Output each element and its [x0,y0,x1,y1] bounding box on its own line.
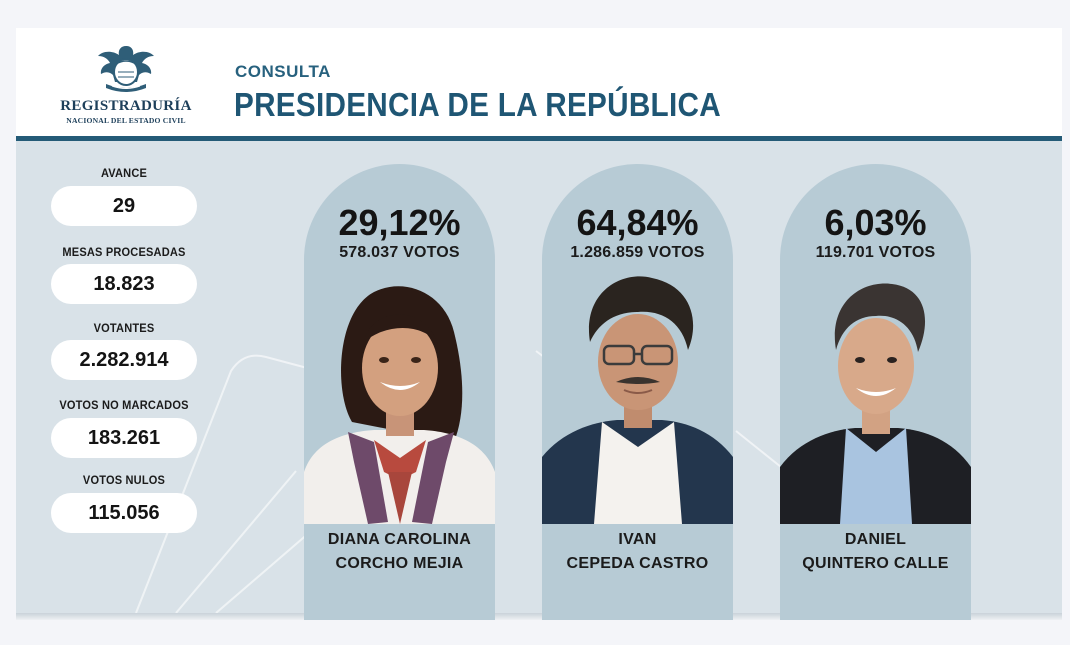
candidate-name-line2: CEPEDA CASTRO [566,555,709,572]
candidate-percent: 64,84% [576,202,699,243]
votantes-value: 2.282.914 [51,340,197,380]
panel-bottom-edge [16,613,1062,620]
header-divider [16,136,1062,141]
mesas-procesadas-value: 18.823 [51,264,197,304]
votantes-label: VOTANTES [93,321,155,335]
candidate-photo-quintero [780,283,971,524]
candidate-name-line1: DANIEL [844,531,907,548]
candidate-name-line2: CORCHO MEJIA [335,555,464,572]
coat-of-arms-icon [98,46,154,92]
candidate-name-line2: QUINTERO CALLE [802,555,949,572]
header: REGISTRADURÍA NACIONAL DEL ESTADO CIVIL … [16,28,1062,136]
candidate-name-line1: IVAN [618,531,657,548]
candidate-votes: 1.286.859 VOTOS [570,244,705,261]
avance-label: AVANCE [100,166,148,180]
candidate-photo-cepeda [542,276,733,524]
candidate-photo-corcho [304,286,495,524]
candidate-card-cepeda: 64,84% 1.286.859 VOTOS IVAN CEPEDA CASTR… [542,164,733,620]
avance-value: 29 [51,186,197,226]
candidate-name-line1: DIANA CAROLINA [327,531,472,548]
registraduria-logo: REGISTRADURÍA NACIONAL DEL ESTADO CIVIL [56,42,196,126]
candidate-card-corcho: 29,12% 578.037 VOTOS DIANA CAROLINA CORC… [304,164,495,620]
page-title: PRESIDENCIA DE LA REPÚBLICA [234,86,721,123]
candidate-votes: 578.037 VOTOS [339,244,460,261]
candidate-percent: 6,03% [824,202,927,243]
votos-nulos-value: 115.056 [51,493,197,533]
candidate-votes: 119.701 VOTOS [815,244,936,261]
votos-no-marcados-value: 183.261 [51,418,197,458]
votos-nulos-label: VOTOS NULOS [82,473,166,487]
candidate-percent: 29,12% [338,202,461,243]
votos-no-marcados-label: VOTOS NO MARCADOS [59,398,189,412]
logo-subtitle: NACIONAL DEL ESTADO CIVIL [66,116,186,125]
page-subtitle: CONSULTA [235,62,331,81]
candidate-card-quintero: 6,03% 119.701 VOTOS DANIEL QUINTERO CALL… [780,164,971,620]
mesas-procesadas-label: MESAS PROCESADAS [62,245,186,259]
logo-name: REGISTRADURÍA [60,98,192,114]
results-card: REGISTRADURÍA NACIONAL DEL ESTADO CIVIL … [16,28,1062,620]
